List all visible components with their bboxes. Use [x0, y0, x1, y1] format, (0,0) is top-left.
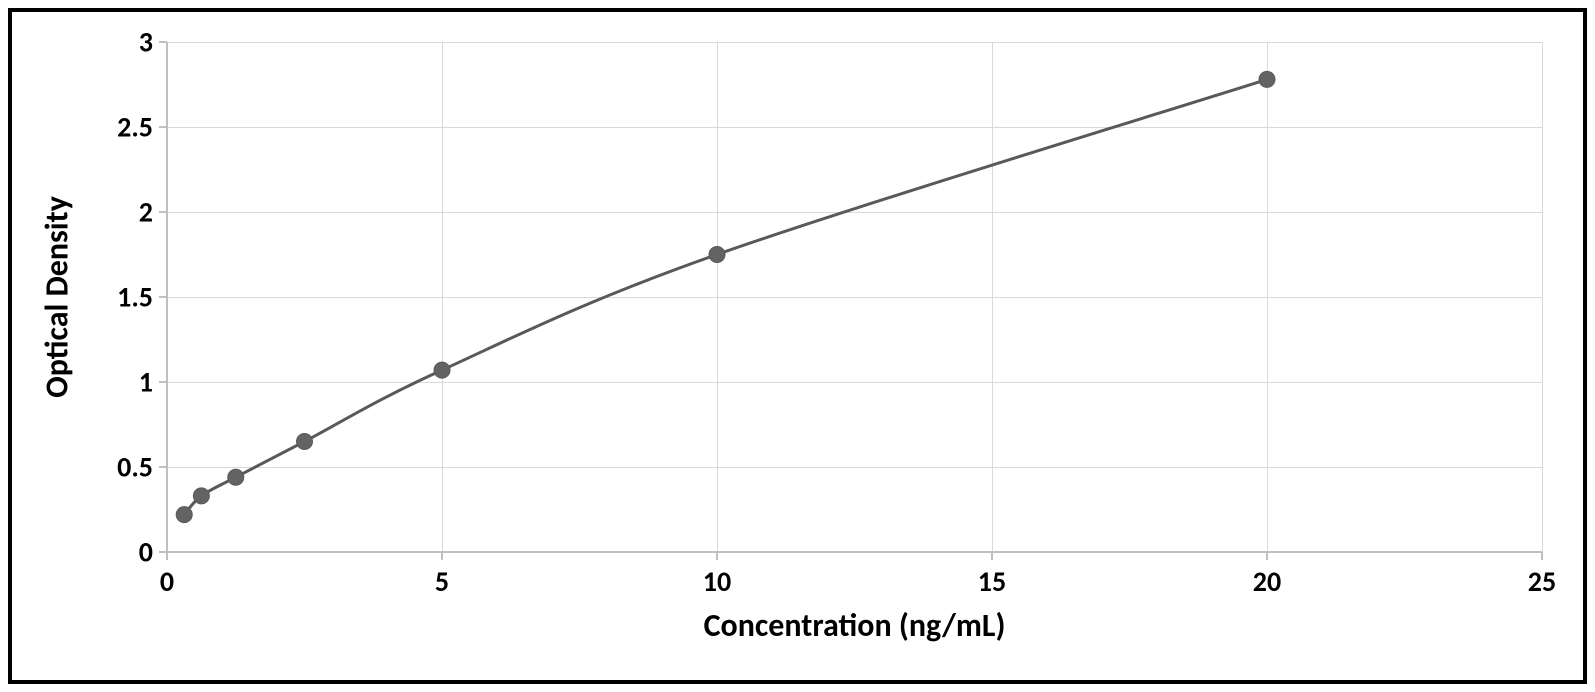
series-svg: [167, 42, 1542, 552]
data-marker: [176, 507, 192, 523]
data-marker: [228, 469, 244, 485]
data-marker: [434, 362, 450, 378]
x-axis-title: Concentration (ng/mL): [167, 606, 1542, 645]
x-tick: [441, 552, 443, 560]
data-marker: [709, 247, 725, 263]
x-tick: [1541, 552, 1543, 560]
x-tick-label: 5: [435, 564, 449, 599]
data-marker: [193, 488, 209, 504]
series-line: [184, 79, 1267, 514]
y-axis-title: Optical Density: [38, 196, 77, 398]
x-tick-label: 25: [1528, 564, 1556, 599]
data-marker: [297, 434, 313, 450]
y-tick-label: 0.5: [117, 450, 153, 485]
y-tick-label: 0: [139, 535, 153, 570]
x-tick: [166, 552, 168, 560]
x-tick: [991, 552, 993, 560]
x-tick: [716, 552, 718, 560]
y-tick-label: 3: [139, 25, 153, 60]
x-tick-label: 0: [160, 564, 174, 599]
y-tick-label: 1: [139, 365, 153, 400]
x-tick-label: 15: [978, 564, 1006, 599]
data-marker: [1259, 71, 1275, 87]
x-tick-label: 10: [703, 564, 731, 599]
chart-frame: Concentration (ng/mL) Optical Density 0 5…: [8, 8, 1587, 684]
y-tick-label: 1.5: [117, 280, 153, 315]
x-tick: [1266, 552, 1268, 560]
y-tick-label: 2.5: [117, 110, 153, 145]
x-tick-label: 20: [1253, 564, 1281, 599]
y-tick-label: 2: [139, 195, 153, 230]
